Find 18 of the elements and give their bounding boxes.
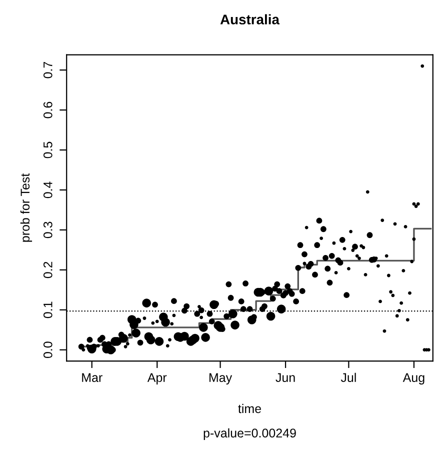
- x-tick-label: Mar: [82, 373, 102, 382]
- y-tick-label: 0.2: [43, 262, 52, 278]
- x-tick-label: Aug: [402, 373, 424, 384]
- x-tick-label: Jun: [276, 373, 295, 382]
- y-tick-label: 0.7: [43, 62, 52, 78]
- y-axis-title: prob for Test: [20, 173, 32, 242]
- x-axis-title: time: [238, 404, 261, 414]
- x-tick-label: Apr: [147, 373, 167, 384]
- y-tick-label: 0.3: [43, 222, 52, 238]
- chart-title: Australia: [220, 14, 280, 24]
- y-tick-label: 0.0: [43, 342, 52, 358]
- text: p-value=0.00249: [204, 428, 296, 440]
- x-tick-label: Jul: [340, 372, 356, 382]
- y-tick-label: 0.6: [43, 102, 52, 118]
- y-tick-label: 0.5: [43, 142, 52, 158]
- y-tick-label: 0.4: [43, 182, 52, 198]
- y-tick-label: 0.1: [43, 302, 52, 318]
- x-tick-label: May: [209, 373, 232, 384]
